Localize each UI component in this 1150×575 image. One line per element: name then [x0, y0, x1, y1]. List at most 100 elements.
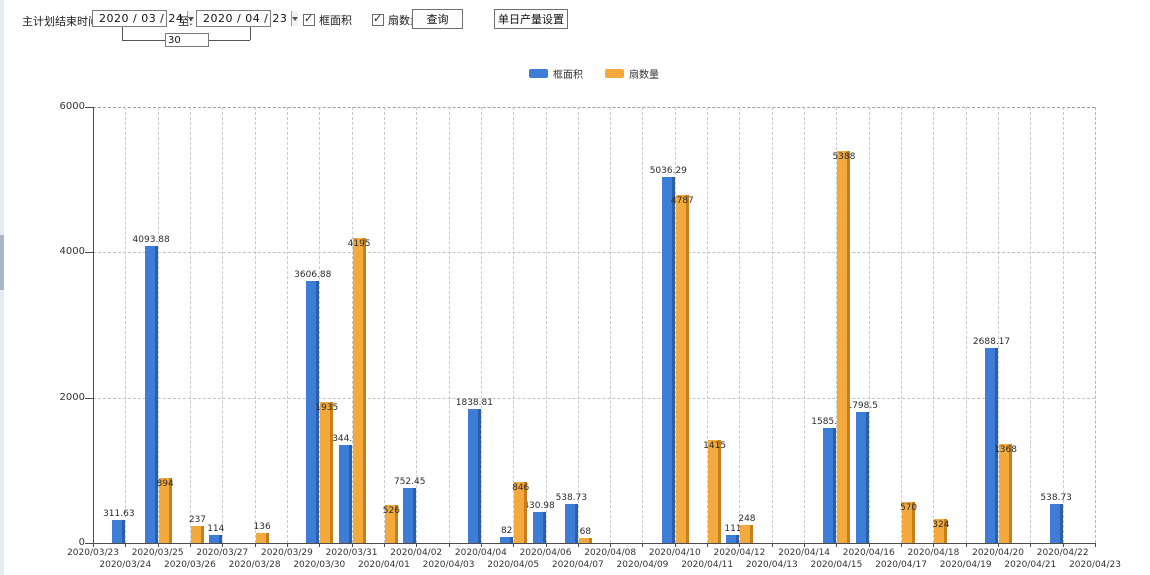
- x-axis-tick: [1030, 543, 1032, 547]
- checkbox-box[interactable]: ✓: [372, 12, 384, 26]
- bar-fan-count: [740, 524, 754, 543]
- x-tick-label: 2020/04/05: [487, 560, 540, 570]
- x-axis-tick: [933, 543, 935, 547]
- days-interval-input[interactable]: [165, 33, 209, 47]
- gridline-vertical: [804, 107, 806, 543]
- y-tick-label: 2000: [59, 391, 85, 403]
- bar-value-label: 324: [932, 520, 950, 531]
- date-from-picker[interactable]: 2020 / 03 / 24: [92, 10, 195, 27]
- x-axis-tick: [93, 543, 94, 547]
- y-axis-line: [93, 107, 94, 543]
- x-axis-tick: [707, 543, 709, 547]
- x-tick-label: 2020/03/29: [260, 548, 313, 558]
- gridline-vertical: [254, 107, 256, 543]
- bar-frame-area: [532, 511, 546, 543]
- bar-value-label: 3606.88: [294, 269, 332, 280]
- bar-frame-area: [306, 280, 320, 543]
- x-tick-label: 2020/03/31: [325, 548, 378, 558]
- y-axis-tick: [85, 107, 93, 108]
- x-axis-tick: [448, 543, 450, 547]
- query-button[interactable]: 查询: [412, 9, 463, 29]
- bar-fan-count: [190, 525, 204, 543]
- bar-value-label: 538.73: [1040, 492, 1072, 503]
- x-axis-tick: [901, 543, 903, 547]
- bar-value-label: 570: [899, 502, 918, 513]
- x-axis-tick: [254, 543, 256, 547]
- bar-value-label: 4093.88: [132, 234, 170, 245]
- bar-value-label: 114: [207, 523, 225, 534]
- y-axis-tick: [85, 252, 93, 254]
- bar-fan-count: [352, 238, 366, 543]
- bar-frame-area: [985, 347, 999, 543]
- date-from-value: 2020 / 03 / 24: [99, 12, 184, 25]
- splitter-thumb[interactable]: [0, 235, 4, 290]
- bar-value-label: 846: [512, 482, 530, 493]
- bar-value-label: 430.98: [523, 500, 555, 511]
- check-icon: ✓: [304, 12, 314, 25]
- x-tick-label: 2020/03/25: [131, 548, 184, 558]
- x-axis-tick: [577, 543, 579, 547]
- checkbox-box[interactable]: ✓: [303, 12, 315, 26]
- bar-frame-area: [1049, 503, 1063, 543]
- x-tick-label: 2020/04/09: [616, 560, 669, 570]
- bar-fan-count: [255, 533, 269, 543]
- gridline-vertical: [545, 107, 547, 543]
- gridline-vertical: [416, 107, 418, 543]
- gridline-vertical: [319, 107, 321, 543]
- x-tick-label: 2020/04/21: [1004, 560, 1057, 570]
- x-axis-tick: [965, 543, 967, 547]
- bar-value-label: 538.73: [555, 492, 588, 503]
- gridline-vertical: [351, 107, 353, 543]
- date-to-value: 2020 / 04 / 23: [203, 12, 288, 25]
- window-edge-strip: [0, 0, 4, 575]
- bar-fan-count: [578, 538, 592, 543]
- bar-value-label: 5036.29: [649, 166, 687, 177]
- bar-value-label: 82: [500, 526, 513, 537]
- x-tick-label: 2020/03/24: [99, 560, 152, 570]
- gridline-vertical: [286, 107, 288, 543]
- chevron-down-icon[interactable]: [291, 11, 299, 26]
- checkbox-frame-area-label: 框面积: [319, 14, 352, 27]
- x-tick-label: 2020/03/28: [228, 560, 281, 570]
- x-axis-tick: [771, 543, 773, 547]
- x-tick-label: 2020/04/15: [810, 560, 863, 570]
- gridline-vertical: [707, 107, 709, 543]
- bar-value-label: 2688.17: [972, 336, 1011, 347]
- x-axis-tick: [480, 543, 482, 547]
- bar-fan-count: [320, 402, 334, 543]
- legend-item-frame-area[interactable]: 框面积: [529, 66, 583, 81]
- bar-value-label: 1935: [315, 403, 339, 414]
- gridline-vertical: [577, 107, 579, 543]
- bar-frame-area: [209, 534, 223, 543]
- x-tick-label: 2020/04/17: [875, 560, 927, 570]
- gridline-vertical: [836, 107, 838, 543]
- bar-value-label: 1368: [994, 444, 1017, 455]
- bar-value-label: 111: [724, 523, 742, 534]
- gridline-vertical: [157, 107, 159, 543]
- x-tick-label: 2020/04/23: [1069, 560, 1121, 570]
- x-axis-tick: [125, 543, 127, 547]
- bar-fan-count: [675, 195, 689, 543]
- gridline-vertical: [125, 107, 127, 543]
- bar-fan-count: [384, 504, 398, 543]
- bar-frame-area: [144, 245, 158, 543]
- legend-item-fan-count[interactable]: 扇数量: [605, 66, 659, 81]
- chevron-down-icon[interactable]: [187, 11, 195, 26]
- bar-value-label: 1798.5: [846, 401, 878, 412]
- x-axis-tick: [739, 543, 741, 547]
- bar-fan-count: [999, 443, 1013, 543]
- bar-value-label: 1344.95: [326, 434, 364, 445]
- x-axis-tick: [998, 543, 1000, 547]
- bar-fan-count: [902, 501, 916, 543]
- checkbox-frame-area[interactable]: ✓ 框面积: [303, 12, 352, 28]
- bar-value-label: 311.63: [103, 509, 135, 520]
- bar-fan-count: [514, 481, 528, 543]
- date-to-picker[interactable]: 2020 / 04 / 23: [196, 10, 299, 27]
- bar-frame-area: [823, 427, 837, 543]
- daily-output-settings-button[interactable]: 单日产量设置: [494, 9, 568, 29]
- x-tick-label: 2020/04/14: [778, 548, 831, 558]
- bar-frame-area: [112, 520, 126, 543]
- chart-legend: 框面积 扇数量: [93, 66, 1095, 81]
- plan-end-time-label: 主计划结束时间:: [22, 15, 103, 28]
- bar-value-label: 752.45: [393, 477, 426, 488]
